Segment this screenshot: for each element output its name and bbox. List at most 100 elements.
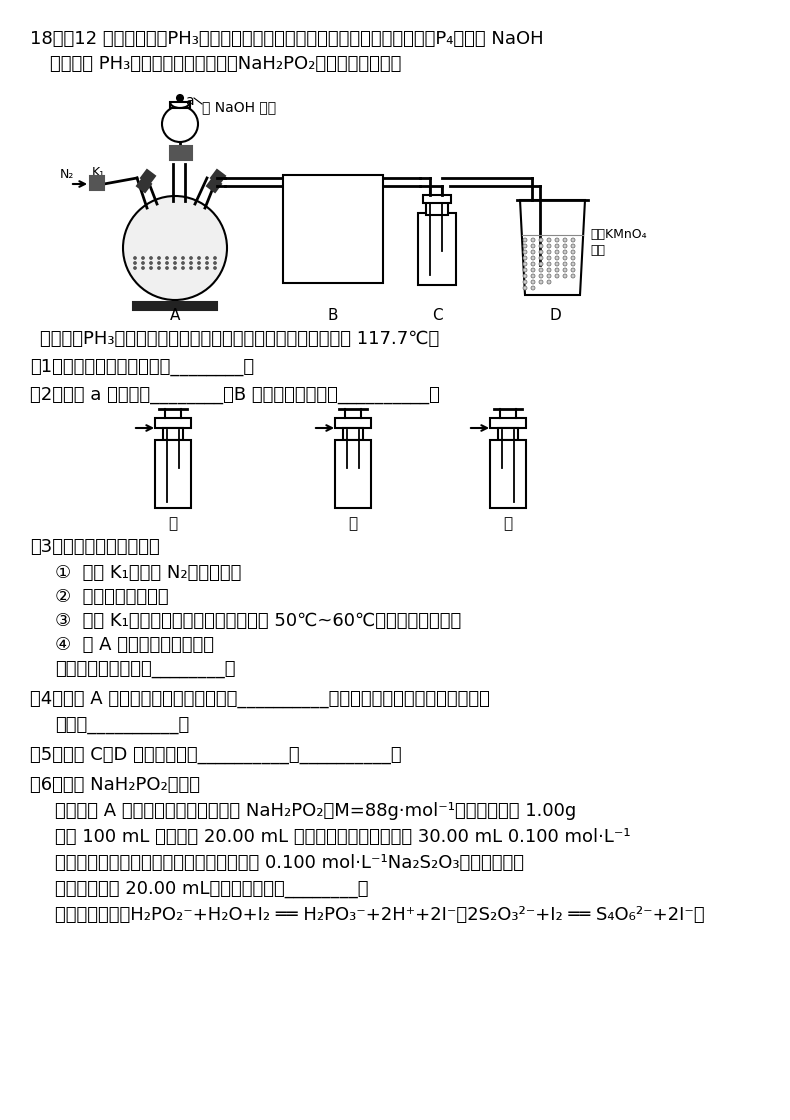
Circle shape [123,196,227,300]
Bar [170,146,192,160]
Circle shape [531,244,535,248]
Text: ①  打开 K₁，通入 N₂一段时间；: ① 打开 K₁，通入 N₂一段时间； [55,564,242,582]
Text: 分离提纯 A 中反应后的混合物，得到 NaH₂PO₂（M=88g·mol⁻¹）粗品，并取 1.00g: 分离提纯 A 中反应后的混合物，得到 NaH₂PO₂（M=88g·mol⁻¹）粗… [55,802,576,820]
Text: 丙: 丙 [503,516,513,531]
Circle shape [563,239,567,242]
Circle shape [157,261,160,264]
Circle shape [531,262,535,267]
Circle shape [547,239,551,242]
Circle shape [523,280,527,284]
Bar [133,302,217,310]
Circle shape [539,280,543,284]
Bar [343,428,363,440]
Circle shape [213,267,216,270]
Circle shape [162,106,198,142]
Circle shape [571,262,575,267]
Polygon shape [211,170,225,184]
Circle shape [547,244,551,248]
Text: （2）仪器 a 的名称为________，B 应选用下图中装置__________。: （2）仪器 a 的名称为________，B 应选用下图中装置_________… [30,386,440,404]
Circle shape [165,256,168,260]
Circle shape [182,256,185,260]
Text: A: A [170,308,180,323]
Circle shape [157,267,160,270]
Text: 浓 NaOH 溶液: 浓 NaOH 溶液 [202,100,276,114]
Circle shape [571,239,575,242]
Circle shape [523,262,527,267]
Circle shape [149,256,152,260]
Text: B: B [328,308,338,323]
Text: 加热制备 PH₃，同时得到次磷酸钠（NaH₂PO₂），装置如下图。: 加热制备 PH₃，同时得到次磷酸钠（NaH₂PO₂），装置如下图。 [50,55,401,73]
Text: 18．（12 分）磷化氢（PH₃）常用于有机合成、粮仓杀虫等。实验室用白磷（P₄）与浓 NaOH: 18．（12 分）磷化氢（PH₃）常用于有机合成、粮仓杀虫等。实验室用白磷（P₄… [30,30,544,48]
Circle shape [198,256,201,260]
Polygon shape [520,200,585,295]
Text: K₁: K₁ [92,166,105,179]
Circle shape [547,268,551,272]
Circle shape [523,239,527,242]
Circle shape [134,261,137,264]
Circle shape [555,250,559,254]
Circle shape [141,256,145,260]
Text: （4）装置 A 中发生反应的化学方程式为__________，使用丁醇作为反应物的分散剂，: （4）装置 A 中发生反应的化学方程式为__________，使用丁醇作为反应物… [30,690,490,708]
Circle shape [523,286,527,290]
Circle shape [157,256,160,260]
Circle shape [563,244,567,248]
Circle shape [555,268,559,272]
Bar [335,418,371,428]
Text: 酸性KMnO₄: 酸性KMnO₄ [590,228,647,241]
Text: D: D [549,308,561,323]
Circle shape [531,286,535,290]
Circle shape [555,244,559,248]
Text: C: C [431,308,442,323]
Circle shape [531,268,535,272]
Circle shape [165,261,168,264]
Circle shape [555,256,559,260]
Circle shape [539,262,543,267]
Circle shape [563,274,567,278]
Circle shape [141,261,145,264]
Text: （已知：PH₃是无色有毒气体，有强还原性，易自燃；丁醇沸点 117.7℃）: （已知：PH₃是无色有毒气体，有强还原性，易自燃；丁醇沸点 117.7℃） [40,330,439,348]
Circle shape [571,256,575,260]
Bar [498,428,518,440]
Text: N₂: N₂ [60,168,74,181]
Text: ②  检查装置气密性；: ② 检查装置气密性； [55,588,168,606]
Circle shape [539,256,543,260]
Circle shape [149,267,152,270]
Circle shape [190,256,193,260]
Bar [90,176,104,190]
Bar [155,418,191,428]
Circle shape [165,267,168,270]
Circle shape [539,239,543,242]
Circle shape [539,268,543,272]
Polygon shape [137,178,151,192]
Circle shape [190,261,193,264]
Bar [423,195,451,203]
Circle shape [205,267,209,270]
Circle shape [531,274,535,278]
Text: 溶液: 溶液 [590,244,605,256]
Circle shape [523,250,527,254]
Circle shape [134,267,137,270]
Polygon shape [141,170,155,184]
Circle shape [563,256,567,260]
Circle shape [174,261,176,264]
Text: 点，平均消耗 20.00 mL。则产品纯度为________。: 点，平均消耗 20.00 mL。则产品纯度为________。 [55,880,368,898]
Circle shape [531,239,535,242]
Circle shape [571,244,575,248]
Text: 目的是__________。: 目的是__________。 [55,716,190,734]
Circle shape [563,250,567,254]
Circle shape [174,256,176,260]
Circle shape [141,267,145,270]
Circle shape [547,280,551,284]
Circle shape [523,256,527,260]
Circle shape [539,250,543,254]
Circle shape [190,267,193,270]
Circle shape [555,239,559,242]
Circle shape [174,267,176,270]
Circle shape [531,250,535,254]
Circle shape [531,256,535,260]
Circle shape [182,267,185,270]
Bar [163,428,183,440]
Circle shape [563,262,567,267]
Circle shape [177,95,183,101]
Circle shape [205,256,209,260]
